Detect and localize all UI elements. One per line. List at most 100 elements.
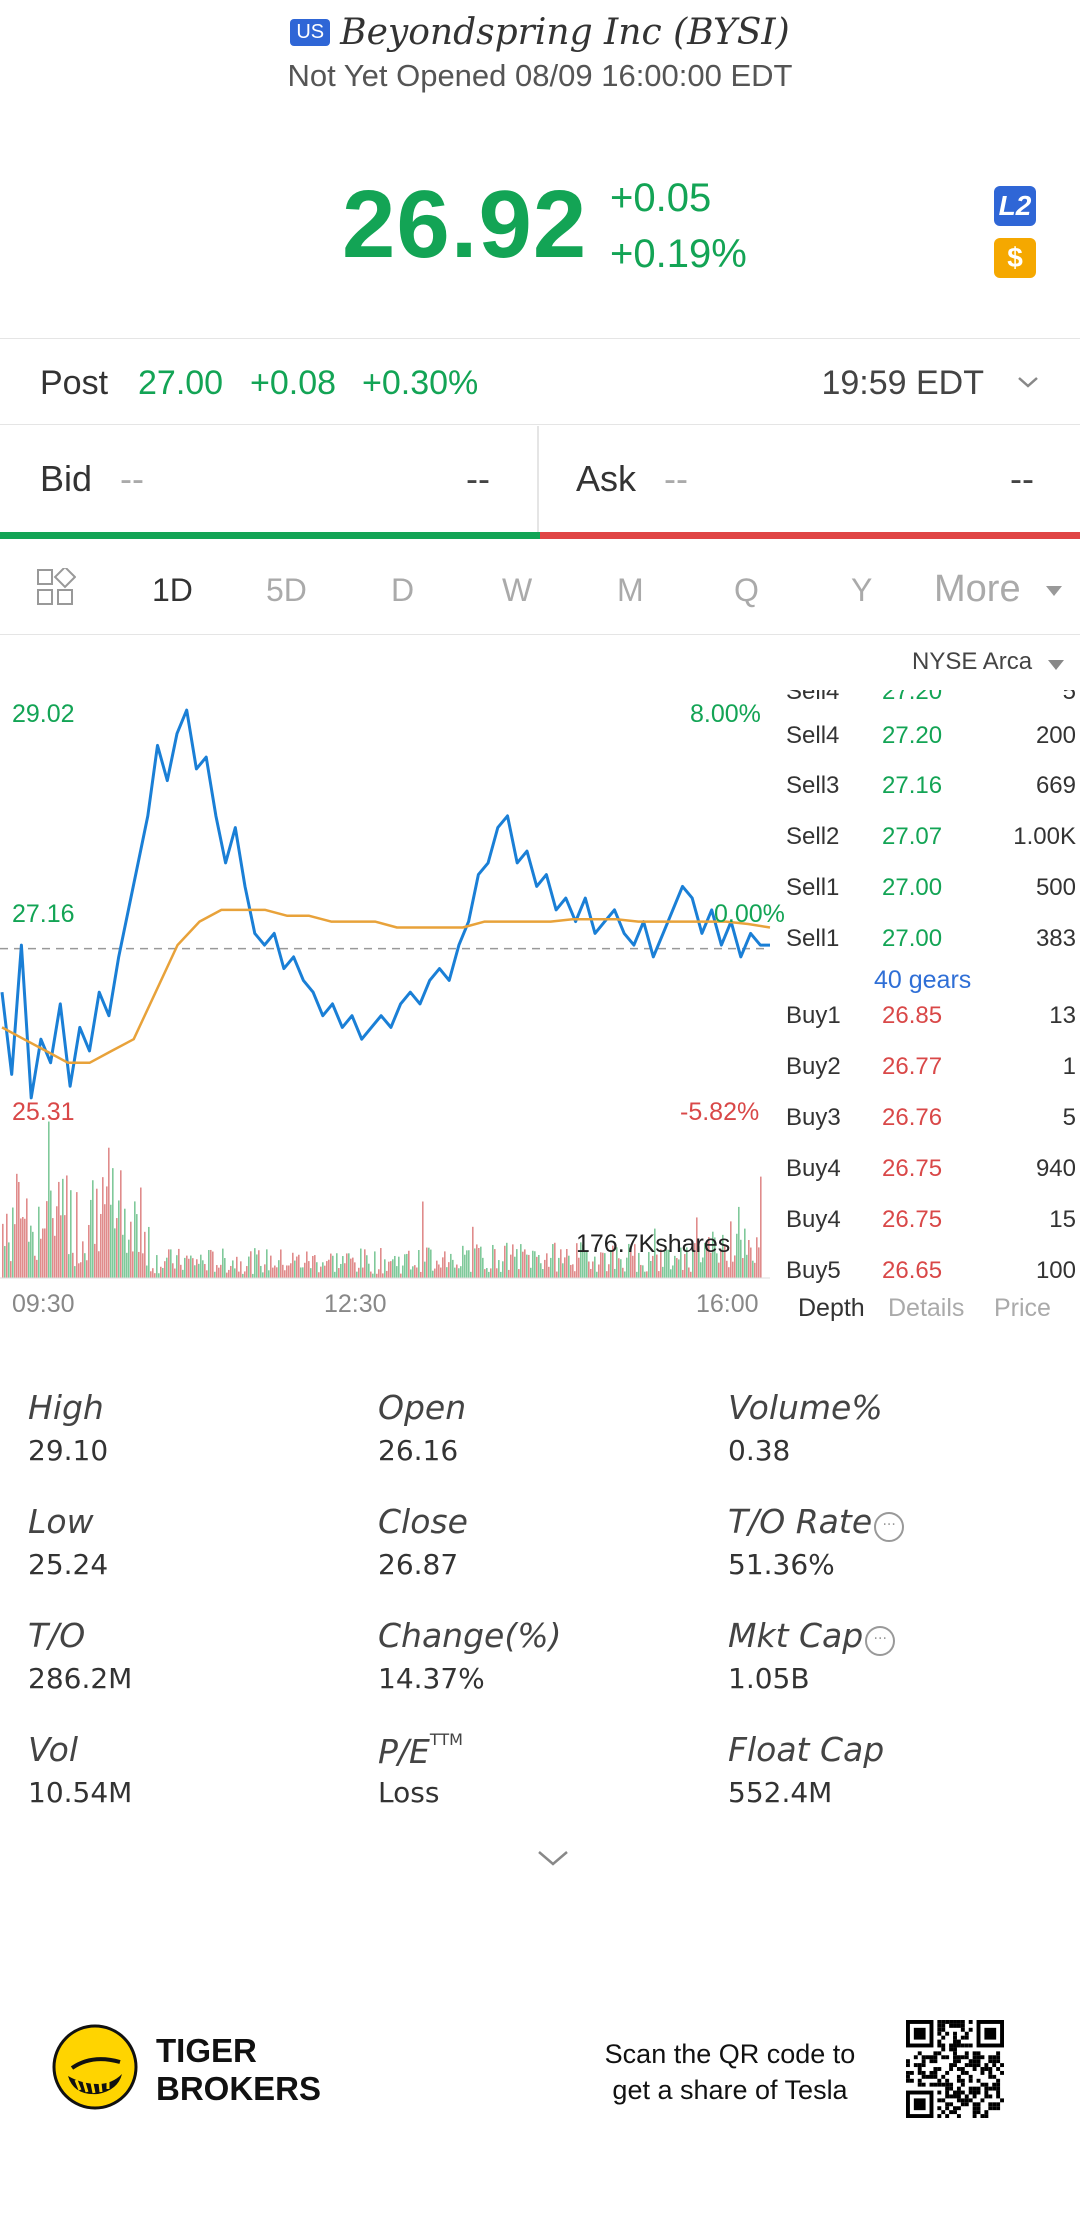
volume-bar [352,1257,354,1278]
post-market-row[interactable]: Post 27.00 +0.08 +0.30% 19:59 EDT [0,340,1080,424]
tab-m[interactable]: M [617,572,644,608]
level-price: 27.16 [882,772,943,799]
volume-bar [102,1177,104,1278]
volume-bar [164,1261,166,1278]
volume-bar [656,1254,658,1278]
dollar-badge[interactable]: $ [994,238,1036,278]
level-name: Buy2 [786,1053,841,1080]
market-status: Not Yet Opened 08/09 16:00:00 EDT [287,58,793,93]
order-book-tabs: Depth Details Price [798,1292,1080,1332]
volume-bar [668,1249,670,1278]
volume-bar [14,1224,16,1278]
tab-details[interactable]: Details [888,1294,965,1322]
volume-bar [46,1201,48,1278]
qr-module [906,2063,910,2068]
stat-value: 29.10 [28,1434,109,1467]
volume-bar [604,1253,606,1278]
header: US Beyondspring Inc (BYSI) Not Yet Opened… [0,0,1080,110]
caret-down-icon[interactable] [1048,660,1064,670]
volume-bar [216,1265,218,1278]
level-price: 27.20 [882,690,943,705]
volume-bar [602,1252,604,1278]
qr-module [956,2074,961,2079]
qr-module [996,2082,1001,2087]
volume-bar [576,1243,578,1278]
tab-1d[interactable]: 1D [152,572,193,608]
qr-module [945,2106,950,2111]
volume-bar [618,1258,620,1278]
volume-bar [564,1257,566,1278]
qr-module [984,2063,989,2068]
stat-label: High [28,1388,104,1427]
qr-module [921,2059,926,2064]
qr-module [953,2106,957,2111]
tab-depth[interactable]: Depth [798,1294,865,1322]
volume-bar [160,1266,162,1278]
qr-module [941,2110,946,2115]
tab-q[interactable]: Q [734,572,759,608]
caret-down-icon[interactable] [1046,586,1062,596]
tab-5d[interactable]: 5D [266,572,307,608]
qr-module [953,2110,957,2115]
tab-y[interactable]: Y [851,572,873,608]
volume-bar [380,1248,382,1278]
volume-bar [480,1246,482,1278]
qr-module [933,2074,938,2079]
divider [0,634,1080,635]
qr-module [972,2055,977,2060]
level-name: Buy4 [786,1206,841,1233]
tab-price[interactable]: Price [994,1294,1051,1322]
volume-bar [390,1261,392,1278]
stat-label: T/O [28,1616,85,1655]
qr-module [949,2082,954,2087]
tab-w[interactable]: W [502,572,533,608]
qr-module [941,2043,946,2048]
volume-bar [276,1267,278,1278]
info-icon[interactable]: ··· [865,1626,896,1656]
tab-d[interactable]: D [391,572,415,608]
chevron-down-icon[interactable] [536,1848,570,1868]
grid-icon[interactable] [36,568,76,608]
gears-link[interactable]: 40 gears [874,966,972,994]
qr-module [988,2074,993,2079]
intraday-chart[interactable]: 29.02 27.16 25.31 8.00% 0.00% -5.82% 176… [0,636,785,1326]
level-quantity: 15 [1049,1206,1076,1233]
volume-bar [372,1273,374,1278]
volume-bar [188,1258,190,1278]
volume-bar [304,1262,306,1278]
qr-module [937,2051,942,2056]
qr-module [917,2063,922,2068]
volume-bar [500,1271,502,1278]
volume-bar [346,1253,348,1278]
qr-module [949,2067,954,2071]
volume-bar [268,1270,270,1278]
qr-module [953,2047,957,2052]
volume-bar [246,1266,248,1278]
info-icon[interactable]: ··· [874,1512,905,1542]
exchange-selector[interactable]: NYSE Arca [912,648,1033,675]
more-button[interactable]: More [934,568,1021,610]
bid-panel: Bid -- -- [0,426,540,532]
volume-bar [674,1255,676,1278]
volume-bar [456,1264,458,1278]
volume-bar [722,1234,724,1278]
volume-bar [482,1257,484,1278]
chevron-down-icon[interactable] [1016,370,1040,394]
order-book-sell-row: Sell3 27.16 669 [786,760,1080,811]
volume-bar [154,1273,156,1278]
qr-module [960,2023,965,2028]
qr-module [976,2051,981,2056]
volume-bar [570,1264,572,1278]
volume-bar [670,1269,672,1278]
qr-module [949,2102,954,2107]
qr-module [945,2094,950,2099]
bid-label: Bid [40,458,93,499]
level2-badge[interactable]: L2 [994,186,1036,226]
qr-module [984,2094,989,2099]
volume-bar [536,1256,538,1278]
volume-bar [616,1247,618,1278]
volume-bar [358,1267,360,1278]
stat-value: 26.87 [378,1548,459,1581]
volume-bar [512,1244,514,1278]
qr-module [956,2078,961,2083]
